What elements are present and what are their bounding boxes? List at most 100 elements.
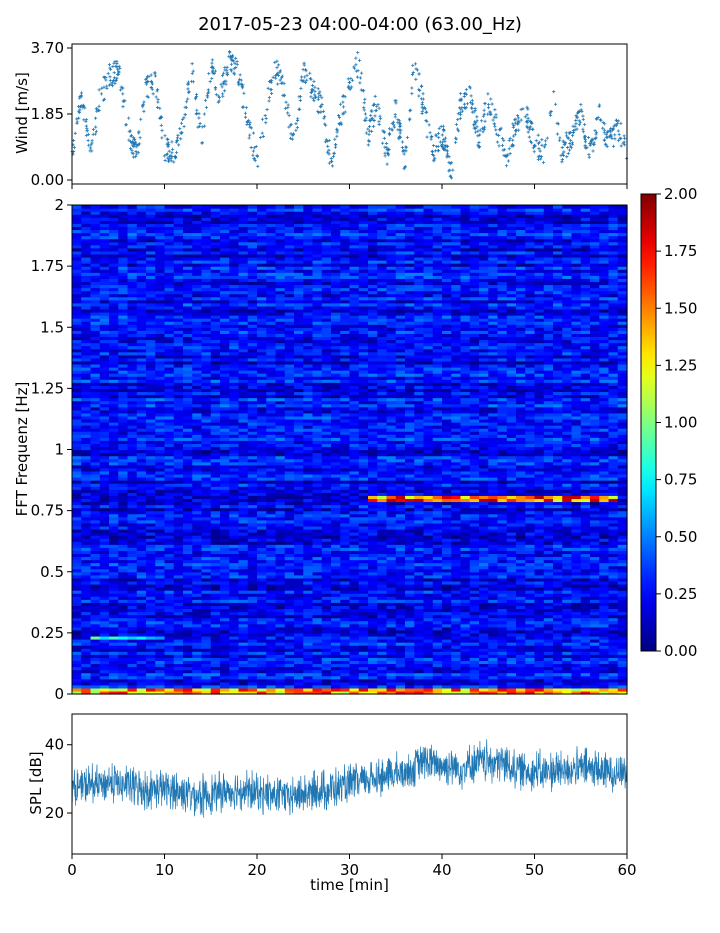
wind-point bbox=[290, 123, 293, 126]
wind-point bbox=[465, 88, 468, 91]
wind-point bbox=[430, 135, 433, 138]
wind-y-tick-label: 3.70 bbox=[31, 39, 64, 57]
wind-point bbox=[89, 146, 92, 149]
wind-point bbox=[312, 80, 315, 83]
wind-point bbox=[572, 131, 575, 134]
wind-point bbox=[92, 128, 95, 131]
wind-point bbox=[300, 75, 303, 78]
wind-point bbox=[383, 152, 386, 155]
wind-point bbox=[623, 137, 626, 140]
wind-point bbox=[396, 128, 399, 131]
wind-point bbox=[252, 150, 255, 153]
wind-point bbox=[569, 139, 572, 142]
wind-point bbox=[579, 103, 582, 106]
wind-point bbox=[218, 96, 221, 99]
wind-point bbox=[142, 110, 145, 113]
wind-point bbox=[326, 145, 329, 148]
wind-point bbox=[334, 143, 337, 146]
wind-point bbox=[493, 123, 496, 126]
wind-point bbox=[582, 130, 585, 133]
wind-point bbox=[261, 132, 264, 135]
wind-point bbox=[327, 152, 330, 155]
wind-point bbox=[414, 78, 417, 81]
wind-point bbox=[296, 119, 299, 122]
wind-point bbox=[180, 122, 183, 125]
wind-point bbox=[618, 133, 621, 136]
wind-point bbox=[583, 135, 586, 138]
wind-point bbox=[505, 164, 508, 167]
wind-point bbox=[519, 108, 522, 111]
wind-point bbox=[360, 88, 363, 91]
wind-point bbox=[205, 106, 208, 109]
wind-point bbox=[330, 157, 333, 160]
wind-point bbox=[533, 150, 536, 153]
wind-point bbox=[537, 134, 540, 137]
wind-point bbox=[252, 131, 255, 134]
wind-point bbox=[356, 51, 359, 54]
wind-point bbox=[454, 141, 457, 144]
wind-point bbox=[203, 112, 206, 115]
wind-point bbox=[251, 154, 254, 157]
wind-point bbox=[248, 134, 251, 137]
wind-point bbox=[520, 118, 523, 121]
wind-point bbox=[451, 169, 454, 172]
wind-point bbox=[74, 132, 77, 135]
wind-point bbox=[487, 106, 490, 109]
wind-point bbox=[121, 92, 124, 95]
wind-point bbox=[195, 109, 198, 112]
wind-point bbox=[471, 102, 474, 105]
wind-point bbox=[167, 143, 170, 146]
wind-point bbox=[239, 73, 242, 76]
wind-point bbox=[540, 138, 543, 141]
wind-point bbox=[339, 103, 342, 106]
wind-point bbox=[369, 114, 372, 117]
wind-point bbox=[490, 102, 493, 105]
wind-point bbox=[367, 143, 370, 146]
wind-point bbox=[540, 144, 543, 147]
wind-point bbox=[175, 139, 178, 142]
wind-point bbox=[284, 101, 287, 104]
wind-point bbox=[102, 75, 105, 78]
wind-point bbox=[438, 127, 441, 130]
wind-point bbox=[358, 81, 361, 84]
wind-point bbox=[214, 87, 217, 90]
wind-point bbox=[319, 110, 322, 113]
wind-point bbox=[284, 107, 287, 110]
wind-point bbox=[200, 142, 203, 145]
wind-point bbox=[480, 119, 483, 122]
wind-point bbox=[320, 96, 323, 99]
wind-point bbox=[100, 92, 103, 95]
wind-point bbox=[244, 112, 247, 115]
wind-point bbox=[568, 142, 571, 145]
wind-point bbox=[491, 118, 494, 121]
wind-point bbox=[98, 88, 101, 91]
wind-panel bbox=[67, 44, 628, 189]
wind-point bbox=[615, 119, 618, 122]
wind-point bbox=[261, 118, 264, 121]
wind-point bbox=[567, 152, 570, 155]
wind-point bbox=[119, 88, 122, 91]
wind-point bbox=[603, 129, 606, 132]
wind-point bbox=[420, 85, 423, 88]
wind-point bbox=[508, 147, 511, 150]
wind-point bbox=[313, 86, 316, 89]
wind-point bbox=[265, 117, 268, 120]
wind-point bbox=[559, 154, 562, 157]
wind-point bbox=[486, 92, 489, 95]
wind-point bbox=[483, 120, 486, 123]
wind-point bbox=[107, 72, 110, 75]
wind-point bbox=[270, 92, 273, 95]
wind-point bbox=[195, 112, 198, 115]
wind-point bbox=[207, 72, 210, 75]
wind-point bbox=[524, 115, 527, 118]
wind-point bbox=[226, 73, 229, 76]
wind-point bbox=[171, 148, 174, 151]
wind-point bbox=[393, 125, 396, 128]
wind-point bbox=[155, 95, 158, 98]
wind-point bbox=[121, 105, 124, 108]
wind-point bbox=[250, 146, 253, 149]
wind-point bbox=[177, 143, 180, 146]
wind-point bbox=[164, 159, 167, 162]
wind-point bbox=[565, 155, 568, 158]
wind-point bbox=[431, 150, 434, 153]
